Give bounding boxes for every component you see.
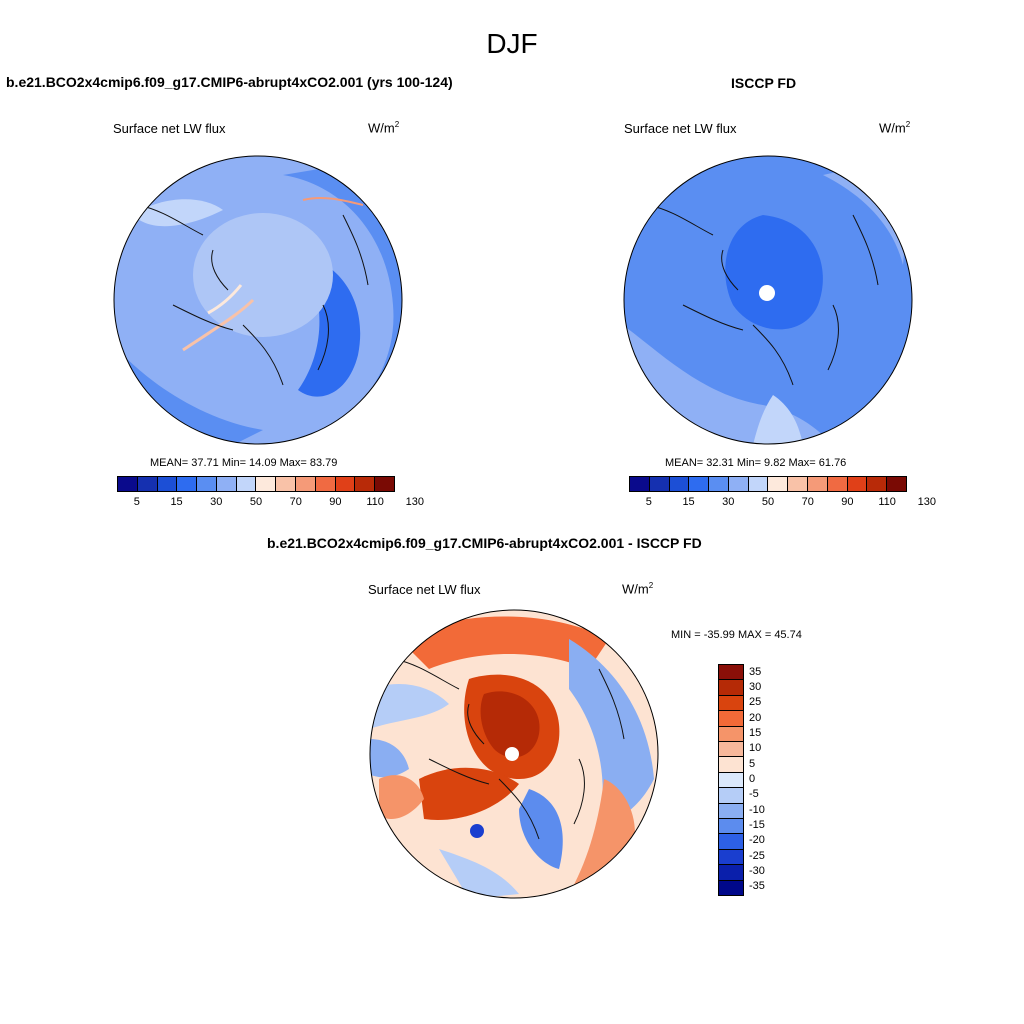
diff-panel-title: b.e21.BCO2x4cmip6.f09_g17.CMIP6-abrupt4x…: [267, 535, 702, 551]
colorbar-box: [236, 477, 257, 491]
colorbar-tick-label: -25: [749, 849, 765, 862]
obs-units-label: W/m2: [879, 120, 911, 136]
model-polar-map: [113, 155, 403, 445]
colorbar-box: [719, 726, 743, 743]
obs-panel-title: ISCCP FD: [731, 75, 797, 91]
colorbar-tick-label: -10: [749, 803, 765, 816]
colorbar-tick-label: 110: [878, 496, 896, 508]
colorbar-box: [630, 477, 650, 491]
colorbar-tick-label: 130: [405, 496, 425, 508]
colorbar-box: [719, 865, 743, 881]
diff-colorbar: [718, 664, 744, 896]
colorbar-tick-label: 90: [329, 496, 342, 508]
colorbar-tick-label: 70: [289, 496, 302, 508]
diff-colorbar-labels: 35 30 25 20 15 10 5 0 -5 -10 -15 -20 -25 -30 -35: [749, 664, 789, 894]
colorbar-box: [197, 477, 217, 491]
colorbar-box: [719, 665, 743, 681]
colorbar-box: [719, 819, 743, 835]
model-colorbar: [117, 476, 395, 492]
colorbar-tick-label: 15: [682, 496, 695, 508]
colorbar-box: [719, 742, 743, 758]
colorbar-box: [355, 477, 376, 491]
diff-units-label: W/m2: [622, 581, 654, 597]
colorbar-box: [709, 477, 729, 491]
colorbar-box: [375, 477, 394, 491]
diff-stats: MIN = -35.99 MAX = 45.74: [671, 629, 802, 641]
colorbar-box: [768, 477, 789, 491]
colorbar-box: [118, 477, 138, 491]
colorbar-tick-label: 30: [722, 496, 735, 508]
colorbar-box: [335, 477, 356, 491]
colorbar-tick-label: 90: [841, 496, 854, 508]
model-units-label: W/m2: [368, 120, 400, 136]
colorbar-tick-label: 5: [133, 496, 140, 508]
colorbar-tick-label: -30: [749, 865, 765, 877]
colorbar-box: [177, 477, 198, 491]
colorbar-tick-label: 5: [645, 496, 652, 508]
diff-colorbar-boxes: [718, 664, 744, 896]
colorbar-box: [808, 477, 828, 491]
colorbar-tick-label: 15: [170, 496, 183, 508]
colorbar-box: [719, 680, 743, 696]
obs-colorbar: [629, 476, 907, 492]
colorbar-tick-label: 20: [749, 711, 762, 724]
colorbar-box: [748, 477, 769, 491]
colorbar-box: [719, 880, 743, 896]
colorbar-box: [719, 849, 743, 866]
colorbar-box: [887, 477, 906, 491]
obs-colorbar-boxes: [629, 476, 907, 492]
colorbar-tick-label: -5: [749, 788, 759, 801]
obs-colorbar-labels: 5 15 30 50 70 90 110 130: [629, 496, 936, 510]
colorbar-tick-label: 70: [801, 496, 814, 508]
colorbar-tick-label: 30: [210, 496, 223, 508]
model-colorbar-boxes: [117, 476, 395, 492]
colorbar-box: [216, 477, 237, 491]
colorbar-tick-label: -35: [749, 880, 765, 893]
colorbar-box: [728, 477, 749, 491]
colorbar-box: [827, 477, 848, 491]
colorbar-box: [719, 757, 743, 773]
colorbar-tick-label: 50: [249, 496, 263, 508]
colorbar-tick-label: 5: [749, 757, 756, 770]
colorbar-box: [256, 477, 277, 491]
season-title: DJF: [486, 28, 538, 59]
model-variable-label: Surface net LW flux: [113, 121, 226, 136]
colorbar-box: [315, 477, 336, 491]
colorbar-box: [847, 477, 868, 491]
colorbar-box: [276, 477, 297, 491]
obs-polar-map: [623, 155, 913, 445]
colorbar-tick-label: -20: [749, 834, 765, 847]
model-stats: MEAN= 37.71 Min= 14.09 Max= 83.79: [150, 457, 338, 469]
colorbar-box: [719, 711, 743, 727]
colorbar-tick-label: 50: [761, 496, 775, 508]
colorbar-box: [719, 772, 743, 789]
colorbar-box: [719, 834, 743, 850]
colorbar-box: [296, 477, 316, 491]
colorbar-box: [157, 477, 178, 491]
colorbar-box: [719, 788, 743, 804]
model-panel-title: b.e21.BCO2x4cmip6.f09_g17.CMIP6-abrupt4x…: [6, 74, 453, 90]
colorbar-box: [719, 695, 743, 712]
colorbar-box: [669, 477, 690, 491]
colorbar-tick-label: 0: [749, 773, 756, 785]
colorbar-box: [719, 803, 743, 820]
colorbar-box: [649, 477, 670, 491]
diff-polar-map: [369, 609, 659, 899]
obs-variable-label: Surface net LW flux: [624, 121, 737, 136]
obs-stats: MEAN= 32.31 Min= 9.82 Max= 61.76: [665, 457, 847, 469]
colorbar-tick-label: 130: [917, 496, 937, 508]
colorbar-tick-label: 110: [366, 496, 384, 508]
colorbar-box: [137, 477, 158, 491]
colorbar-box: [788, 477, 809, 491]
colorbar-tick-label: 25: [749, 696, 762, 709]
model-colorbar-labels: 5 15 30 50 70 90 110 130: [117, 496, 424, 510]
colorbar-box: [867, 477, 888, 491]
diff-variable-label: Surface net LW flux: [368, 582, 481, 597]
colorbar-tick-label: 35: [749, 665, 762, 678]
colorbar-tick-label: 10: [749, 742, 762, 755]
colorbar-tick-label: -15: [749, 819, 765, 831]
colorbar-tick-label: 30: [749, 681, 762, 693]
colorbar-tick-label: 15: [749, 727, 762, 739]
colorbar-box: [689, 477, 710, 491]
